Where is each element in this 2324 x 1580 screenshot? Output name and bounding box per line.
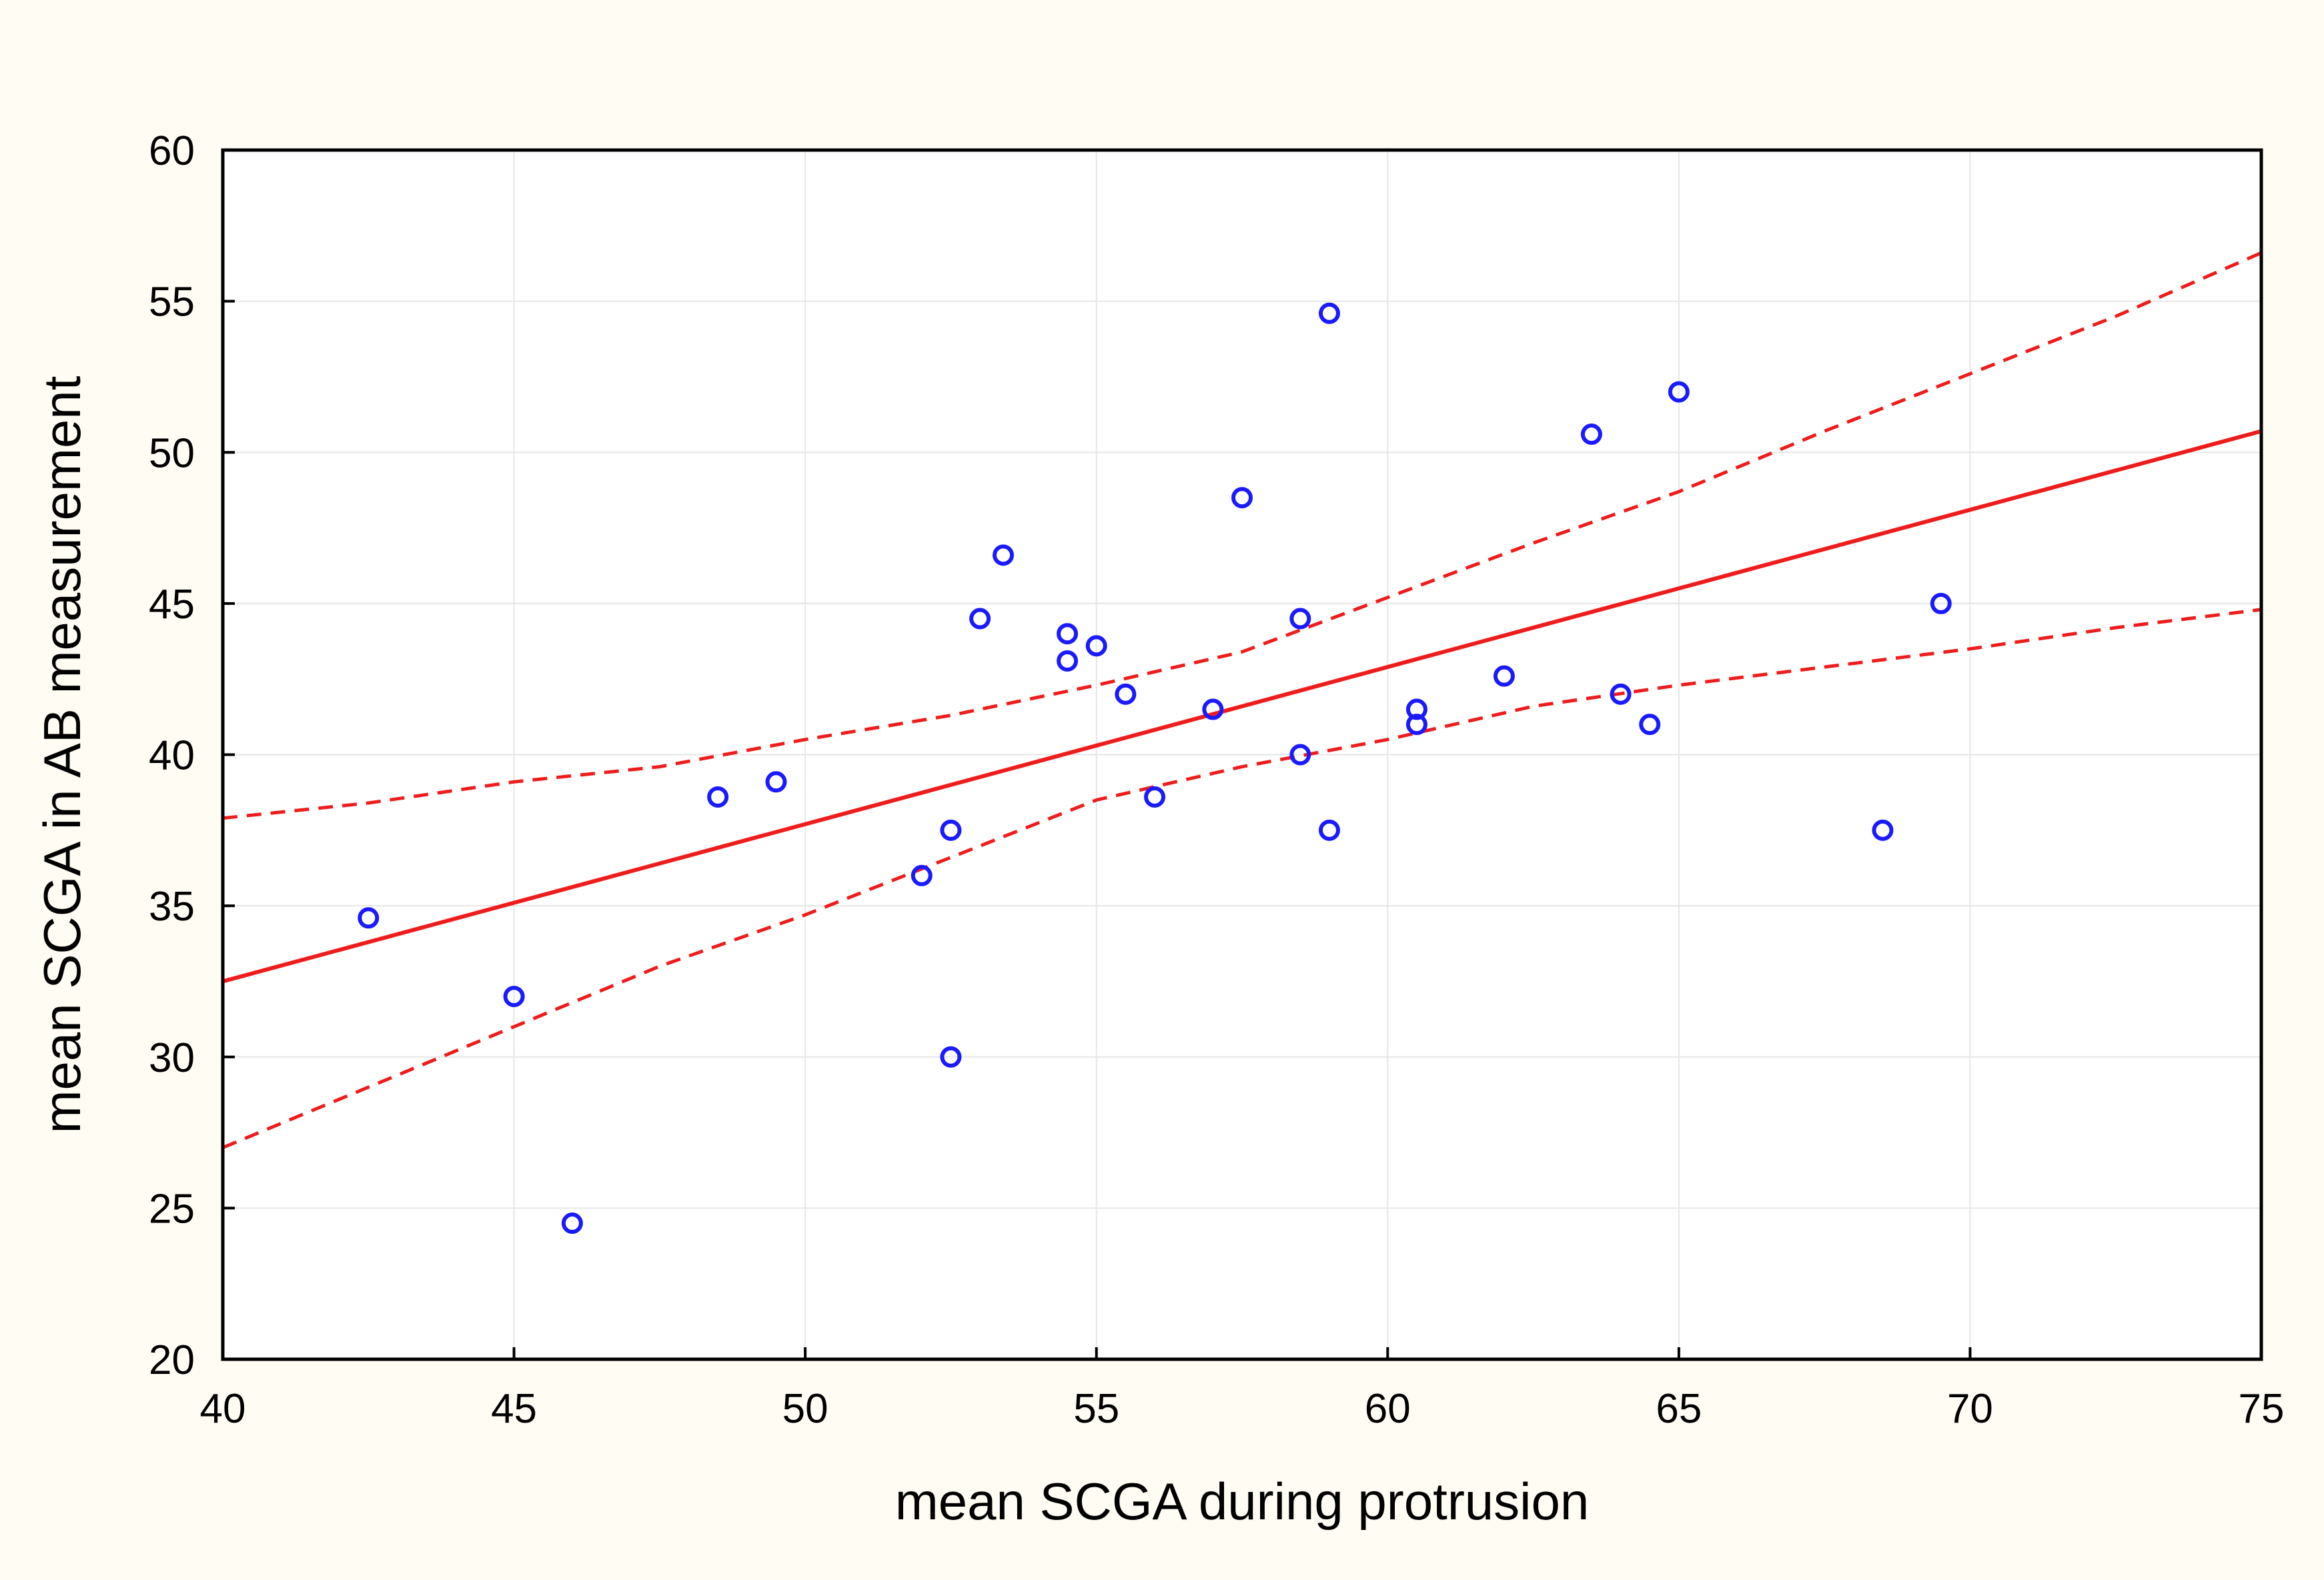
data-point [1202, 698, 1224, 720]
data-point [1318, 819, 1340, 841]
data-point [969, 608, 991, 630]
y-tick-label: 55 [149, 279, 195, 325]
data-point [1057, 623, 1079, 645]
x-axis-ticks: 40 45 50 55 60 65 70 75 [200, 1347, 2285, 1432]
data-point [1668, 381, 1690, 403]
data-point [1493, 665, 1515, 687]
data-point [1930, 592, 1952, 614]
x-tick-label: 55 [1073, 1386, 1119, 1432]
data-point [1639, 714, 1661, 736]
data-point [1289, 608, 1311, 630]
y-tick-label: 40 [149, 733, 195, 779]
data-point [1144, 786, 1166, 808]
y-tick-label: 35 [149, 884, 195, 930]
x-tick-label: 70 [1947, 1386, 1993, 1432]
data-point [993, 544, 1015, 566]
data-point [1057, 650, 1079, 672]
data-point [940, 1046, 962, 1068]
x-tick-label: 40 [200, 1386, 246, 1432]
x-tick-label: 65 [1656, 1386, 1702, 1432]
y-axis-ticks: 20 25 30 35 40 45 50 55 60 [149, 128, 235, 1383]
data-point [1115, 683, 1137, 705]
confidence-band-lower [222, 608, 2262, 1150]
data-point [503, 986, 525, 1008]
data-point [765, 771, 787, 793]
data-point [1085, 635, 1107, 657]
data-point [1405, 698, 1427, 720]
x-tick-label: 75 [2239, 1386, 2285, 1432]
x-axis-title: mean SCGA during protrusion [895, 1472, 1590, 1531]
y-tick-label: 45 [149, 582, 195, 628]
y-tick-label: 20 [149, 1337, 195, 1383]
y-axis-title: mean SCGA in AB measurement [33, 375, 91, 1133]
regression-line-group [222, 429, 2262, 984]
data-point [1231, 487, 1253, 509]
confidence-bands [222, 251, 2262, 1150]
x-tick-label: 45 [491, 1386, 537, 1432]
confidence-band-upper [222, 251, 2262, 820]
x-tick-label: 60 [1365, 1386, 1411, 1432]
data-point [1318, 302, 1340, 324]
data-point [940, 819, 962, 841]
data-point [707, 786, 729, 808]
data-point [1872, 819, 1894, 841]
data-point [1405, 714, 1427, 736]
y-tick-label: 60 [149, 128, 195, 174]
y-tick-label: 30 [149, 1035, 195, 1081]
data-point [561, 1213, 583, 1235]
data-point [1610, 683, 1632, 705]
data-point [1289, 744, 1311, 766]
data-point [1580, 424, 1602, 446]
y-tick-label: 50 [149, 430, 195, 476]
data-points [358, 302, 1952, 1235]
x-tick-label: 50 [782, 1386, 828, 1432]
regression-line [222, 429, 2262, 984]
data-point [358, 907, 380, 929]
y-tick-label: 25 [149, 1186, 195, 1232]
data-point [911, 864, 933, 886]
grid [223, 150, 2261, 1359]
